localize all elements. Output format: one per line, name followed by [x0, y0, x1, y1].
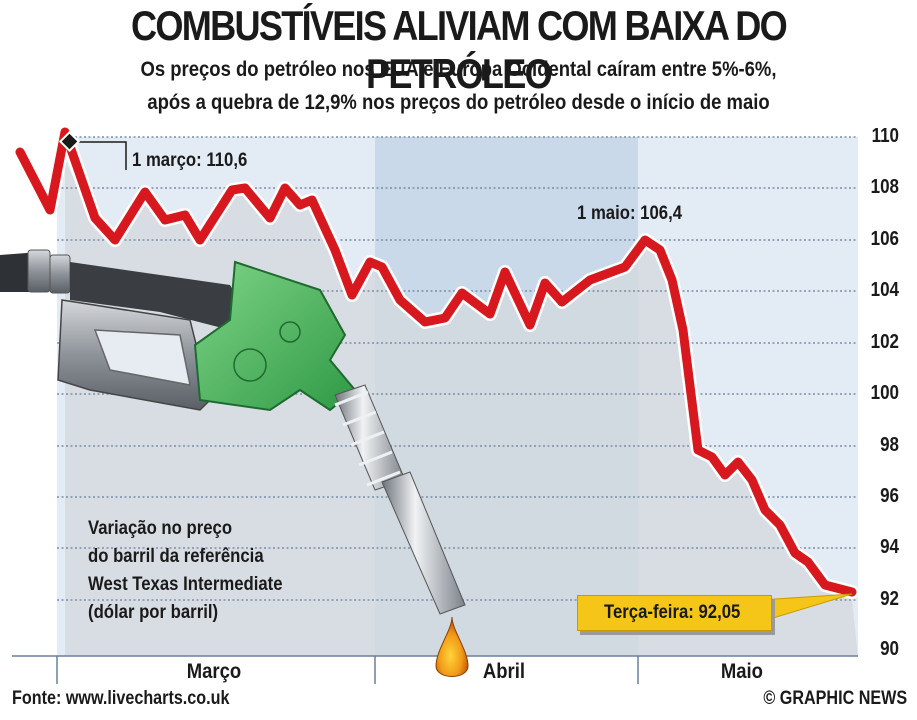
annotation-may: 1 maio: 106,4 [577, 203, 683, 224]
x-tick-marco: Março [186, 660, 242, 683]
fuel-nozzle-icon [0, 249, 466, 615]
price-line [15, 127, 857, 597]
chart-subtitle-line1: Os preços do petróleo nos EUA e Europa O… [140, 58, 777, 81]
credit-text: © GRAPHIC NEWS [763, 688, 907, 709]
annotation-march: 1 março: 110,6 [132, 150, 248, 171]
legend-line-1: Variação no preço [88, 518, 233, 539]
oil-drop-icon [435, 616, 469, 677]
y-tick-110: 110 [871, 125, 899, 147]
x-tick-abril: Abril [482, 660, 525, 683]
chart-subtitle-line2: após a quebra de 12,9% nos preços do pet… [147, 91, 770, 114]
y-tick-90: 90 [880, 638, 899, 660]
annotation-tuesday: Terça-feira: 92,05 [604, 602, 741, 623]
y-tick-102: 102 [870, 331, 899, 353]
march-marker [58, 130, 127, 170]
y-tick-106: 106 [870, 228, 899, 250]
x-axis [12, 655, 858, 684]
y-tick-92: 92 [880, 588, 899, 610]
y-tick-108: 108 [870, 176, 899, 198]
annotation-tuesday-callout: Terça-feira: 92,05 [577, 595, 772, 631]
x-tick-maio: Maio [720, 660, 763, 683]
y-tick-94: 94 [880, 536, 899, 558]
y-tick-96: 96 [880, 485, 899, 507]
y-tick-104: 104 [870, 279, 899, 301]
legend-line-4: (dólar por barril) [88, 602, 219, 623]
chart-title: COMBUSTÍVEIS ALIVIAM COM BAIXA DO PETRÓL… [131, 2, 788, 97]
chart-legend: Variação no preço do barril da referênci… [88, 515, 283, 627]
y-tick-98: 98 [880, 434, 899, 456]
legend-line-3: West Texas Intermediate [88, 574, 283, 595]
source-text: Fonte: www.livecharts.co.uk [12, 688, 230, 709]
y-tick-100: 100 [870, 382, 899, 404]
legend-line-2: do barril da referência [88, 546, 264, 567]
